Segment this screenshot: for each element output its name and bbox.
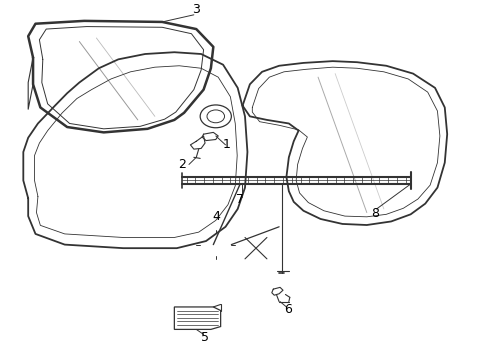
Text: 2: 2 [178,158,186,171]
Text: 1: 1 [222,138,230,151]
Text: 8: 8 [371,207,380,220]
Text: 7: 7 [236,193,244,206]
Text: 4: 4 [213,210,220,222]
Text: 6: 6 [284,303,292,316]
Text: 3: 3 [193,3,200,16]
Text: 5: 5 [201,331,209,344]
